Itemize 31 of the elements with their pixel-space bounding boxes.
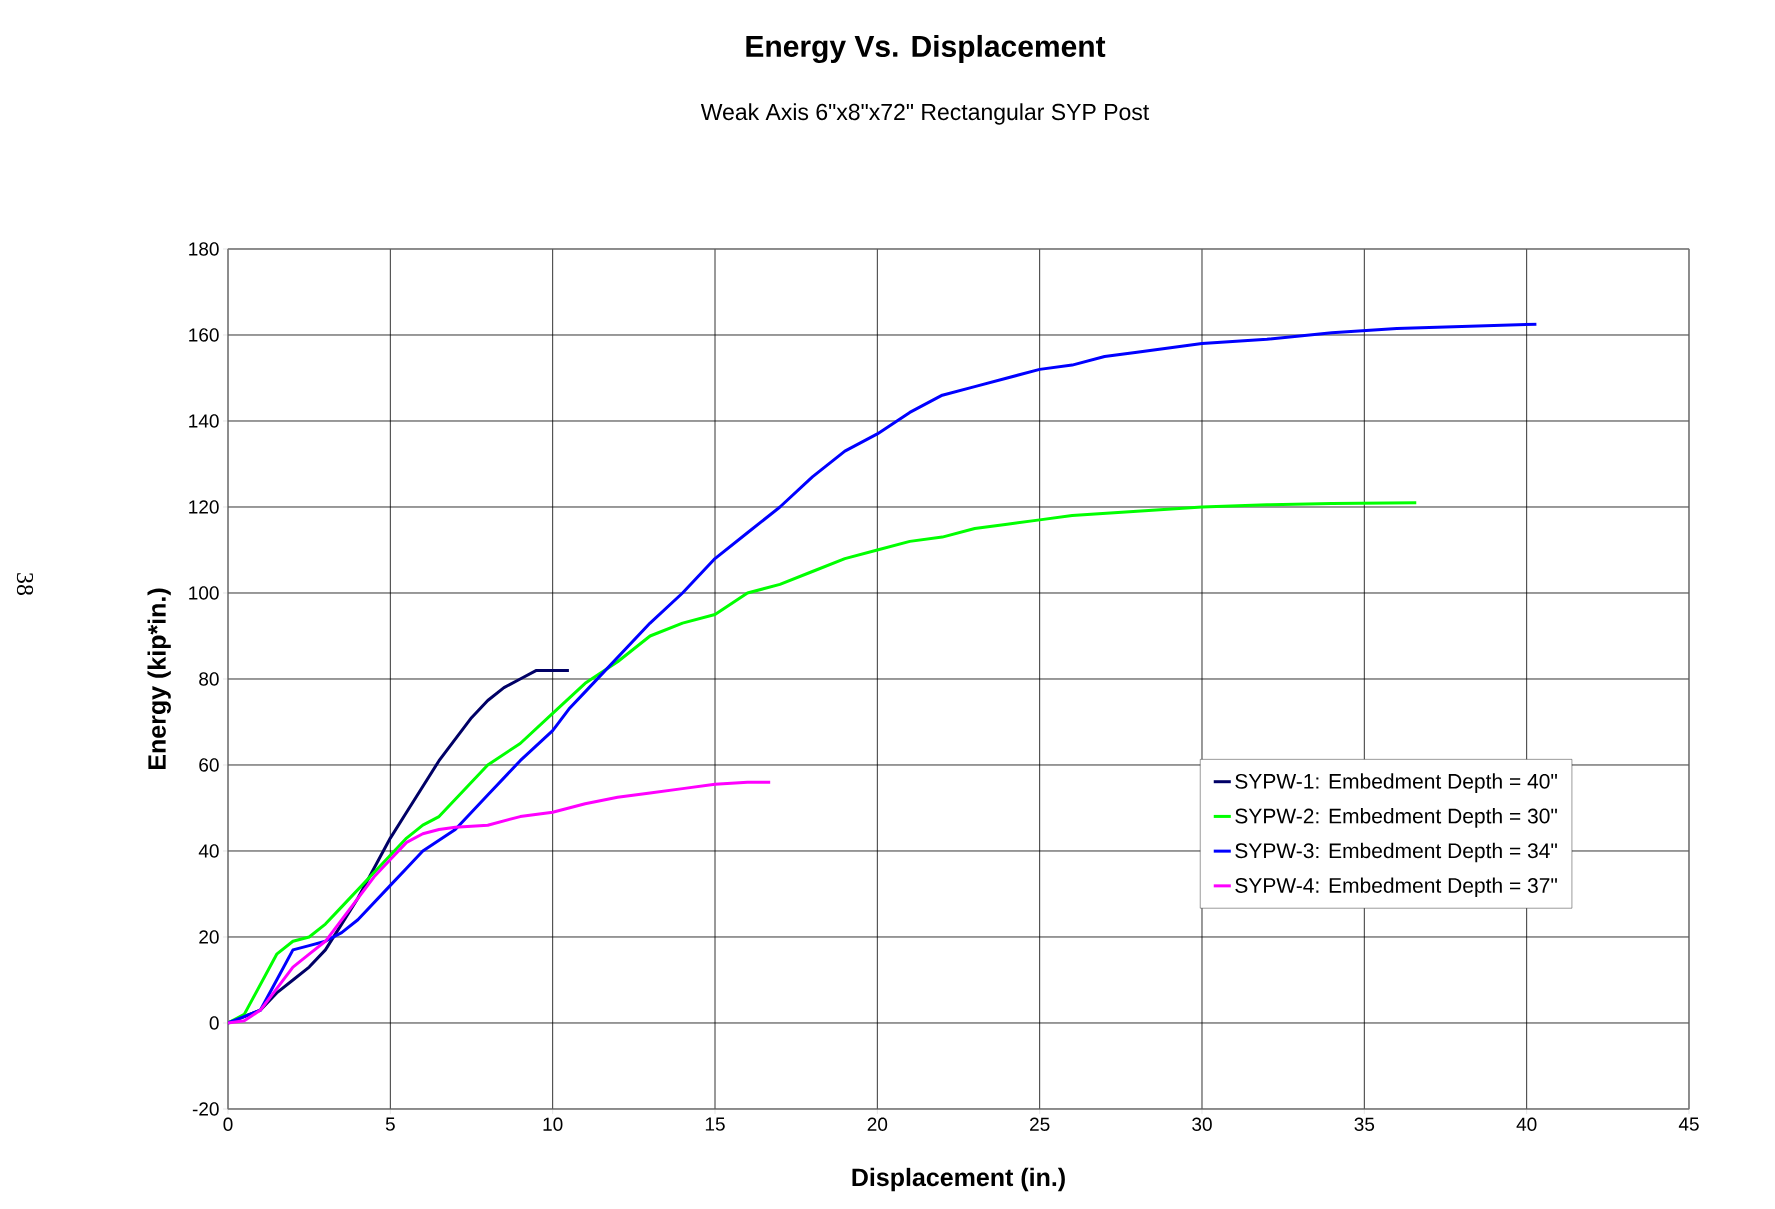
x-tick-label: 40 <box>1516 1117 1537 1131</box>
x-tick-label: 25 <box>1030 1117 1050 1131</box>
y-tick-label: 40 <box>198 844 219 858</box>
line-series <box>228 780 772 1025</box>
legend-label: SYPW-1: Embedment Depth = 40" <box>1235 773 1557 793</box>
y-axis-title: Energy (kip*in.) <box>147 588 171 769</box>
x-tick-label: 15 <box>705 1117 725 1131</box>
x-tick-label: 0 <box>223 1117 233 1131</box>
y-tick-label: 120 <box>189 500 219 514</box>
x-tick-label: 45 <box>1678 1117 1699 1131</box>
chart-subtitle: Weak Axis 6"x8"x72" Rectangular SYP Post <box>700 103 1150 125</box>
x-tick-label: 20 <box>867 1117 888 1131</box>
legend-label: SYPW-2: Embedment Depth = 30" <box>1235 808 1557 828</box>
y-tick-label: 160 <box>189 328 219 342</box>
chart-title: Energy Vs. Displacement <box>746 34 1106 64</box>
x-tick-label: 35 <box>1354 1117 1375 1131</box>
x-tick-label: 5 <box>385 1117 395 1131</box>
y-tick-label: 0 <box>209 1016 219 1030</box>
y-tick-label: -20 <box>192 1102 219 1116</box>
legend-label: SYPW-4: Embedment Depth = 37" <box>1235 877 1557 898</box>
x-tick-label: 30 <box>1192 1117 1212 1131</box>
y-tick-label: 60 <box>199 758 219 772</box>
text: 38 <box>16 573 34 596</box>
y-tick-label: 100 <box>189 586 219 600</box>
x-tick-label: 10 <box>543 1117 563 1131</box>
y-tick-label: 180 <box>189 242 219 256</box>
legend-label: SYPW-3: Embedment Depth = 34" <box>1235 842 1557 863</box>
x-axis-title: Displacement (in.) <box>852 1167 1065 1192</box>
y-tick-label: 20 <box>199 930 219 944</box>
y-tick-label: 80 <box>199 672 219 686</box>
y-tick-label: 140 <box>189 414 219 428</box>
